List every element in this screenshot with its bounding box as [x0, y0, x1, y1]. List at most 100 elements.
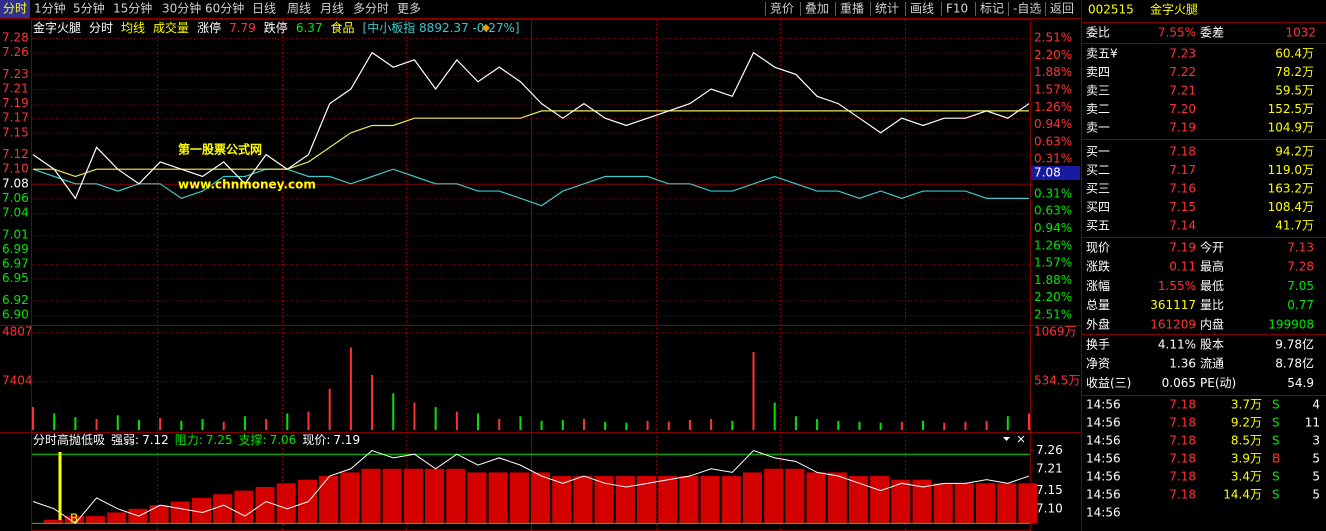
indicator-bar	[552, 476, 572, 524]
y-tick-label: 7.21	[1036, 461, 1063, 475]
label: 内盘	[1200, 316, 1224, 331]
volume-bar	[349, 347, 352, 430]
tab[interactable]: 5分钟	[73, 1, 105, 16]
volume-bar	[265, 418, 268, 430]
volume-bar	[731, 420, 734, 430]
pct-label: 0.63%	[1034, 134, 1072, 148]
label: 今开	[1200, 240, 1224, 255]
header-item: 跌停	[264, 20, 288, 35]
indicator-bar	[700, 476, 720, 524]
book-label: 买一	[1086, 145, 1110, 159]
tab[interactable]: 更多	[397, 2, 421, 16]
indicator-bar	[679, 476, 699, 524]
y-tick-label: 534.5万	[1034, 374, 1080, 388]
tick-time: 14:56	[1086, 470, 1121, 484]
book-volume: 78.2万	[1275, 65, 1314, 79]
indicator-bar	[488, 472, 508, 524]
stock-code: 002515	[1088, 3, 1134, 17]
y-tick-label: 7.17	[2, 111, 29, 125]
tab[interactable]: 1分钟	[34, 1, 66, 16]
button[interactable]: -自选	[1013, 2, 1041, 16]
book-price: 7.15	[1169, 200, 1196, 214]
label: 股本	[1200, 338, 1224, 352]
buy-marker: B	[70, 512, 78, 526]
book-volume: 59.5万	[1275, 84, 1314, 98]
label: 7.13	[1287, 241, 1314, 255]
button[interactable]: 竞价	[770, 2, 794, 16]
volume-bar	[434, 407, 437, 430]
indicator-bar	[64, 516, 84, 524]
indicator-bar	[891, 479, 911, 524]
pct-label: 2.20%	[1034, 48, 1072, 62]
volume-bar	[519, 416, 522, 430]
header-item: [中小板指 8892.37 -0.27%]	[363, 20, 520, 35]
label: 54.9	[1287, 376, 1314, 390]
volume-bar	[180, 420, 183, 430]
tab[interactable]: 日线	[252, 2, 276, 16]
price-line	[32, 51, 1030, 200]
y-tick-label: 7.19	[2, 96, 29, 110]
indicator-bar	[509, 472, 529, 524]
indicator-bar	[912, 479, 932, 524]
button[interactable]: 重播	[840, 2, 864, 16]
button[interactable]: 统计	[875, 2, 899, 16]
book-price: 7.23	[1169, 47, 1196, 61]
tick-amount: 3.9万	[1231, 452, 1262, 466]
indicator-bar	[213, 494, 233, 524]
indicator-bar	[806, 472, 826, 524]
volume-bar	[307, 411, 310, 430]
label: 涨跌	[1086, 259, 1110, 274]
y-tick-label: 7.10	[2, 162, 29, 176]
book-price: 7.16	[1169, 182, 1196, 196]
tab[interactable]: 分时	[3, 2, 27, 16]
volume-bar	[159, 418, 162, 430]
tick-time: 14:56	[1086, 488, 1121, 502]
header-icon	[482, 24, 490, 32]
y-tick-label: 7.26	[1036, 443, 1063, 457]
button[interactable]: 叠加	[805, 2, 829, 16]
indicator-bar	[785, 468, 805, 524]
tab[interactable]: 30分钟	[162, 1, 201, 16]
label: 8.78亿	[1275, 356, 1314, 371]
volume-bar	[922, 420, 925, 430]
book-label: 买五	[1086, 219, 1110, 233]
indicator-bar	[234, 490, 254, 524]
tick-price: 7.18	[1169, 398, 1196, 412]
book-volume: 94.2万	[1275, 145, 1314, 159]
button[interactable]: 画线	[910, 2, 934, 16]
label: 量比	[1200, 298, 1224, 312]
header-item: 金字火腿	[33, 20, 81, 35]
book-volume: 119.0万	[1268, 163, 1314, 177]
indicator-bar	[170, 501, 190, 524]
tab[interactable]: 多分时	[353, 2, 389, 16]
tick-amount: 9.2万	[1231, 416, 1262, 430]
book-price: 7.14	[1169, 219, 1196, 233]
book-volume: 60.4万	[1275, 47, 1314, 61]
button[interactable]: F10	[946, 2, 968, 16]
tick-count: 11	[1305, 416, 1320, 430]
tick-side: B	[1272, 452, 1280, 466]
label: 7.28	[1287, 260, 1314, 274]
volume-bar	[710, 418, 713, 430]
tick-amount: 8.5万	[1231, 434, 1262, 448]
book-volume: 152.5万	[1268, 102, 1314, 116]
tab[interactable]: 15分钟	[113, 1, 152, 16]
tick-price: 7.18	[1169, 470, 1196, 484]
volume-bar	[53, 413, 56, 430]
tick-side: S	[1272, 488, 1280, 502]
tab[interactable]: 周线	[287, 2, 311, 16]
tick-count: 4	[1312, 398, 1320, 412]
book-label: 买二	[1086, 163, 1110, 177]
tab[interactable]: 60分钟	[205, 1, 244, 16]
pct-label: 0.31%	[1034, 152, 1072, 166]
volume-bar	[455, 411, 458, 430]
tab[interactable]: 月线	[320, 2, 344, 16]
button[interactable]: 标记	[980, 2, 1004, 16]
book-label: 卖一	[1086, 121, 1110, 135]
prev-close: 7.08	[1034, 166, 1061, 180]
indicator-bar	[976, 483, 996, 524]
button[interactable]: 返回	[1050, 2, 1074, 16]
item-label: 强弱:	[111, 433, 139, 447]
y-tick-label: 7.15	[2, 125, 29, 139]
label: 161209	[1150, 317, 1196, 331]
